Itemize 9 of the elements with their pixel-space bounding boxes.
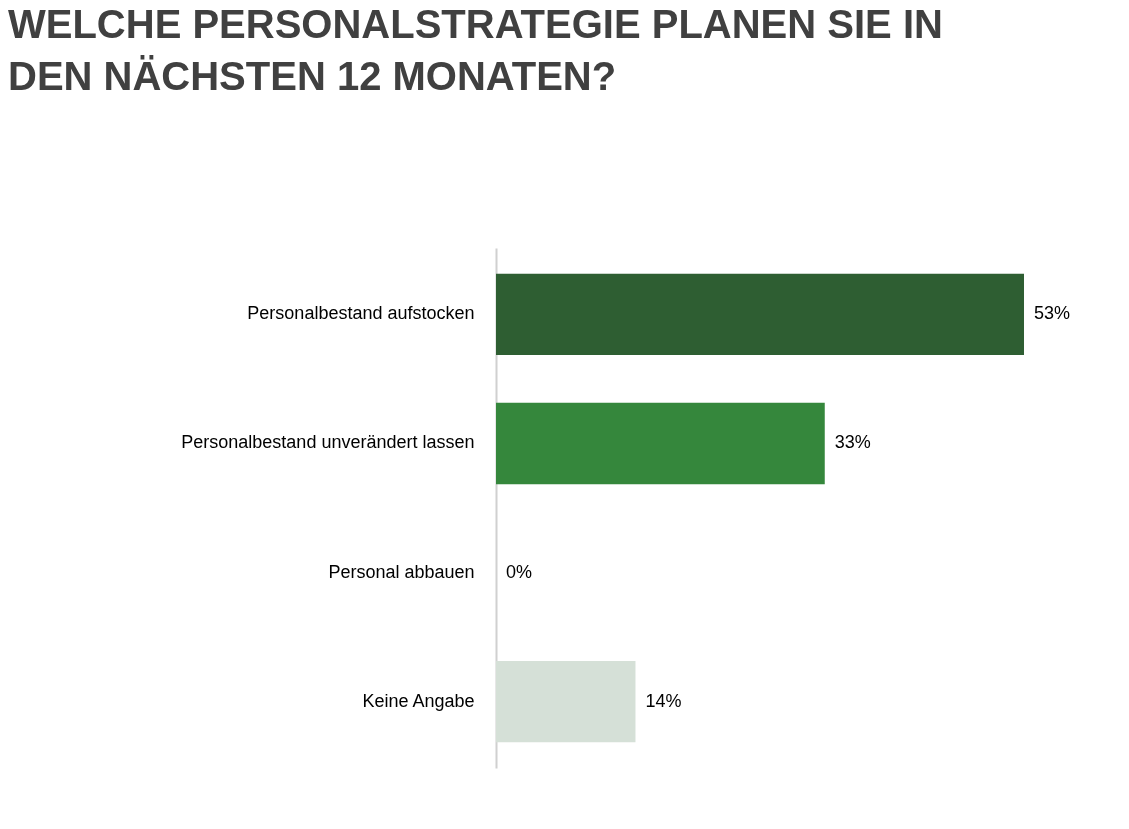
data-label: 0% <box>506 561 533 582</box>
y-tick-label: Personalbestand aufstocken <box>247 303 475 324</box>
data-label: 33% <box>834 432 871 453</box>
y-tick-label: Personal abbauen <box>328 561 475 582</box>
data-label: 53% <box>1034 303 1071 324</box>
y-tick-label: Keine Angabe <box>362 690 475 711</box>
chart-title: WELCHE PERSONALSTRATEGIE PLANEN SIE IN DEN NÄCHSTEN 12 MONATEN? <box>8 2 943 98</box>
data-label: 14% <box>645 690 682 711</box>
y-tick-label: Personalbestand unverändert lassen <box>181 432 475 453</box>
